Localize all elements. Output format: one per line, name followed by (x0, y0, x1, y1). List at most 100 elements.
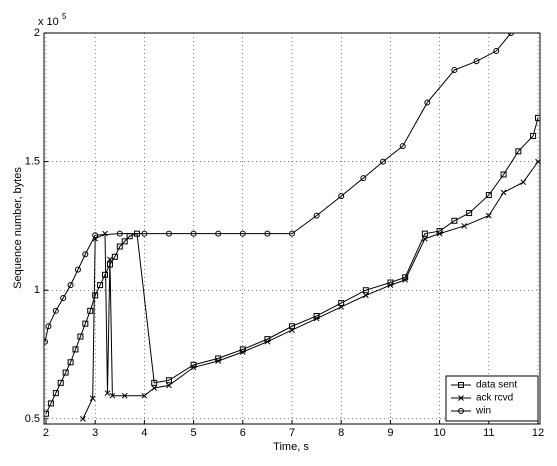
marker (109, 392, 116, 399)
marker (362, 287, 369, 294)
series-line (45, 117, 539, 414)
marker (380, 158, 387, 165)
marker (289, 230, 295, 237)
marker (451, 67, 458, 74)
marker (44, 338, 48, 345)
marker (458, 395, 464, 401)
marker (107, 256, 113, 263)
plot-frame (43, 32, 541, 425)
marker (97, 282, 104, 289)
series-line (82, 161, 539, 420)
x-tick-label: 5 (191, 427, 197, 439)
y-multiplier-exponent: 5 (62, 12, 67, 21)
marker (466, 210, 473, 217)
marker (45, 323, 52, 330)
marker (80, 416, 86, 422)
y-axis-label: Sequence number, bytes (12, 167, 24, 289)
marker (62, 369, 69, 376)
marker (507, 33, 514, 36)
marker (121, 238, 128, 245)
marker (116, 230, 123, 237)
marker (264, 338, 271, 345)
marker (215, 358, 222, 364)
marker (458, 382, 464, 388)
marker (362, 292, 369, 299)
marker (102, 230, 108, 237)
marker (190, 364, 197, 371)
x-tick-label: 3 (92, 427, 98, 439)
y-tick-label: 2 (34, 27, 40, 39)
x-tick-label: 2 (43, 427, 49, 439)
marker (72, 346, 79, 353)
marker (360, 175, 367, 182)
marker (151, 385, 158, 391)
marker (239, 230, 246, 237)
marker (436, 230, 443, 237)
marker (535, 114, 540, 121)
marker (485, 192, 492, 199)
marker (422, 235, 428, 242)
marker (500, 189, 507, 196)
y-multiplier: x 10 (38, 16, 59, 28)
marker (67, 359, 74, 366)
marker (151, 379, 158, 386)
marker (424, 99, 431, 106)
marker (116, 243, 123, 250)
marker (520, 179, 527, 186)
marker (515, 148, 522, 155)
x-tick-label: 7 (289, 427, 295, 439)
marker (92, 232, 99, 239)
x-tick-label: 6 (240, 427, 246, 439)
x-tick-label: 10 (433, 427, 445, 439)
marker (47, 400, 54, 407)
marker (82, 320, 89, 327)
x-tick-label: 12 (532, 427, 544, 439)
marker (473, 58, 480, 65)
y-tick-label: 0.5 (25, 413, 40, 425)
marker (104, 390, 111, 396)
marker (102, 271, 109, 278)
plot-series (44, 33, 540, 422)
marker (121, 392, 128, 399)
marker (190, 230, 197, 237)
marker (92, 292, 99, 299)
marker (500, 171, 507, 178)
marker (338, 193, 345, 200)
marker (493, 48, 500, 55)
marker (338, 300, 345, 307)
marker (313, 212, 320, 219)
marker (458, 408, 464, 414)
marker (530, 132, 537, 139)
marker (141, 230, 148, 237)
x-tick-label: 4 (141, 427, 147, 439)
marker (52, 390, 59, 397)
legend-label: win (475, 406, 491, 417)
marker (338, 304, 345, 310)
marker (289, 327, 295, 333)
marker (77, 333, 84, 340)
marker (166, 382, 172, 389)
legend-label: ack rcvd (476, 393, 513, 404)
marker (165, 377, 172, 384)
marker (165, 230, 172, 237)
marker (485, 212, 492, 219)
marker (57, 379, 64, 386)
marker (289, 323, 295, 330)
marker (387, 282, 394, 288)
x-axis-label: Time, s (273, 441, 309, 453)
legend-label: data sent (476, 380, 517, 391)
marker (461, 223, 468, 229)
x-tick-label: 8 (338, 427, 344, 439)
y-tick-label: 1.5 (25, 156, 40, 168)
marker (399, 143, 406, 150)
marker (44, 410, 49, 417)
x-tick-label: 11 (483, 427, 494, 439)
marker (74, 266, 81, 273)
marker (141, 392, 148, 399)
marker (67, 282, 74, 289)
marker (215, 230, 222, 237)
marker (402, 277, 409, 283)
marker (451, 217, 458, 224)
x-tick-label: 9 (387, 427, 393, 439)
